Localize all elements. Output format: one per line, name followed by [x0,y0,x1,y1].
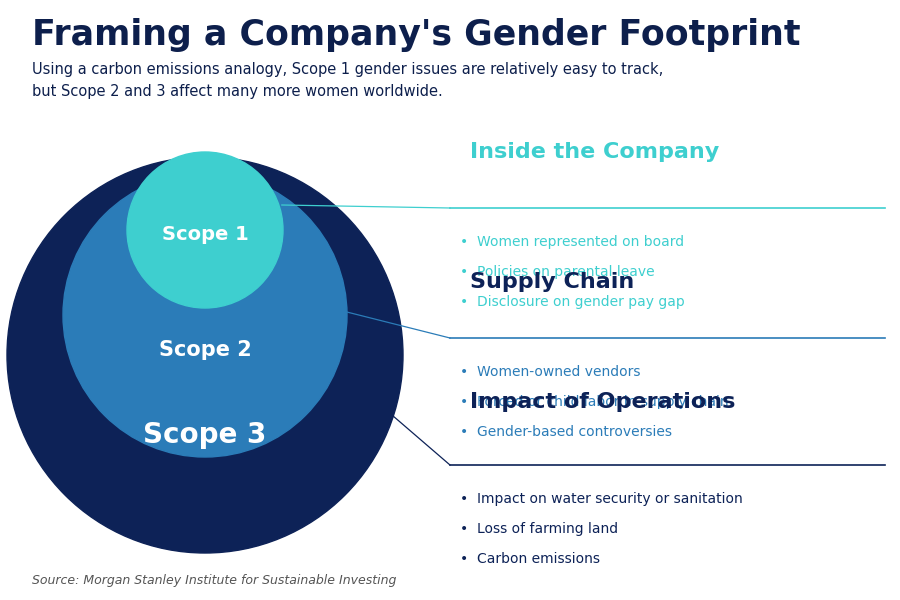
Text: Inside the Company: Inside the Company [470,142,719,162]
Text: Framing a Company's Gender Footprint: Framing a Company's Gender Footprint [32,18,800,52]
Circle shape [63,173,347,457]
Text: •  Policies on parental leave: • Policies on parental leave [460,265,654,279]
Text: •  Impact on water security or sanitation: • Impact on water security or sanitation [460,492,742,506]
Circle shape [7,157,403,553]
Text: •  Women-owned vendors: • Women-owned vendors [460,365,641,379]
Text: •  Forced or child labor in supply chain: • Forced or child labor in supply chain [460,395,729,409]
Circle shape [127,152,283,308]
Text: Scope 3: Scope 3 [143,421,266,449]
Text: Supply Chain: Supply Chain [470,272,634,292]
Text: Using a carbon emissions analogy, Scope 1 gender issues are relatively easy to t: Using a carbon emissions analogy, Scope … [32,62,663,99]
Text: •  Gender-based controversies: • Gender-based controversies [460,425,672,439]
Text: Source: Morgan Stanley Institute for Sustainable Investing: Source: Morgan Stanley Institute for Sus… [32,574,396,587]
Text: •  Disclosure on gender pay gap: • Disclosure on gender pay gap [460,295,685,309]
Text: •  Carbon emissions: • Carbon emissions [460,552,600,566]
Text: Scope 2: Scope 2 [158,340,251,360]
Text: Scope 1: Scope 1 [162,226,248,244]
Text: •  Loss of farming land: • Loss of farming land [460,522,618,536]
Text: •  Women represented on board: • Women represented on board [460,235,684,249]
Text: Impact of Operations: Impact of Operations [470,392,735,412]
